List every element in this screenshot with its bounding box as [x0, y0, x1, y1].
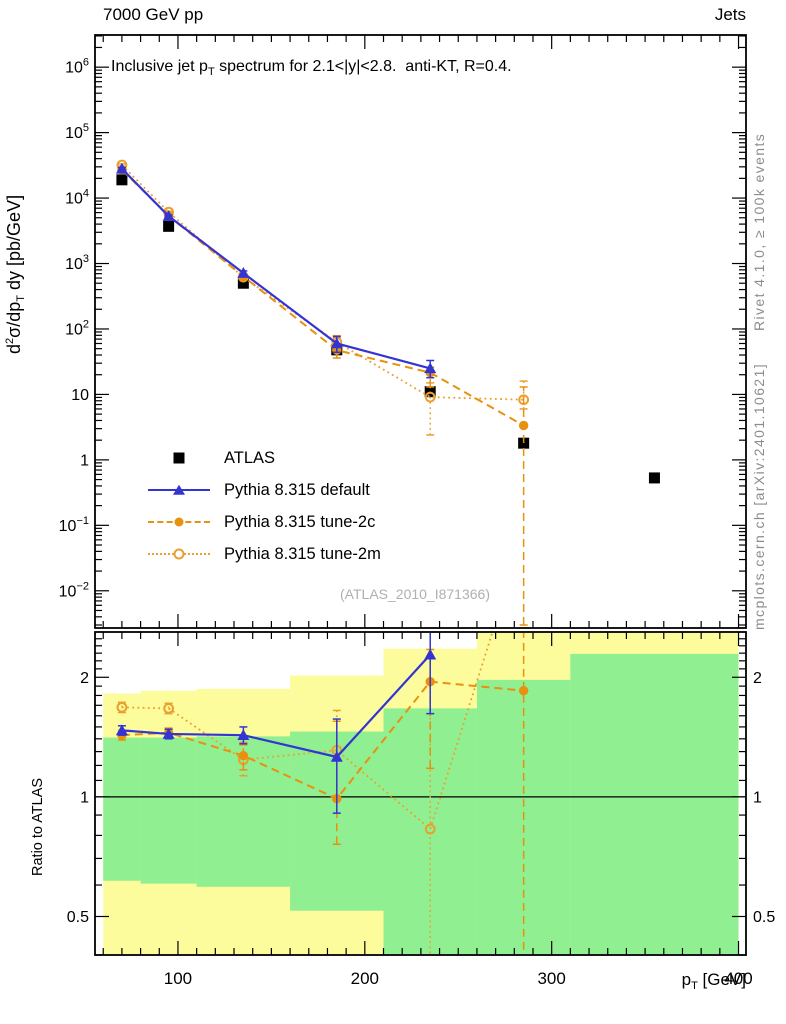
data-point-triangle [162, 727, 175, 739]
legend-label-atlas: ATLAS [224, 448, 276, 467]
plot-title-post: spectrum for 2.1<|y|<2.8. anti-KT, R=0.4… [214, 58, 512, 75]
data-point-square [237, 277, 249, 289]
xlabel-p: p [681, 970, 692, 989]
data-point-open-circle [424, 391, 436, 403]
xlabel-units: [GeV] [697, 970, 746, 989]
legend-label-pythia-tune2c: Pythia 8.315 tune-2c [224, 512, 376, 531]
data-point-circle [518, 420, 529, 431]
main-y-tick-label: 105 [65, 122, 89, 142]
data-point-square [163, 220, 175, 232]
mcplots-arxiv-note: mcplots.cern.ch [arXiv:2401.10621] [751, 362, 767, 630]
green-band-bin [103, 737, 141, 881]
green-band-bin [140, 737, 197, 884]
x-tick-label: 200 [351, 969, 379, 988]
ratio-y-tick-label-right: 0.5 [753, 909, 775, 926]
data-point-circle [238, 750, 249, 761]
series-line [121, 168, 431, 370]
legend: ATLAS Pythia 8.315 default Pythia 8.315 … [148, 442, 381, 570]
data-point-square [116, 174, 128, 186]
data-point-triangle [237, 267, 250, 278]
data-point-triangle [162, 210, 175, 221]
legend-item-atlas: ATLAS [148, 442, 381, 474]
green-band-bin [196, 736, 291, 887]
legend-label-pythia-default: Pythia 8.315 default [224, 480, 370, 499]
ratio-y-tick-label-right: 1 [753, 789, 762, 806]
legend-item-pythia-default: Pythia 8.315 default [148, 474, 381, 506]
ylabel-units: dy [pb/GeV] [4, 194, 24, 295]
data-point-open-circle [116, 701, 128, 713]
atlas-square-icon [148, 448, 210, 468]
ratio-y-tick-label-left: 1 [80, 789, 89, 806]
analysis-id-watermark: (ATLAS_2010_I871366) [340, 586, 490, 602]
ratio-y-axis-label: Ratio to ATLAS [30, 777, 46, 876]
data-point-triangle [330, 751, 343, 762]
main-y-tick-label: 1 [80, 452, 89, 469]
ratio-y-tick-label-left: 2 [80, 670, 89, 687]
main-y-tick-label: 106 [65, 57, 89, 77]
series-line [121, 680, 524, 800]
main-y-tick-label: 104 [65, 188, 89, 208]
data-point-triangle [330, 337, 343, 349]
x-tick-label: 100 [164, 969, 192, 988]
legend-item-pythia-tune2m: Pythia 8.315 tune-2m [148, 538, 381, 570]
data-point-triangle [115, 724, 128, 736]
ratio-y-tick-label-right: 2 [753, 670, 762, 687]
x-tick-label: 400 [724, 969, 752, 988]
main-y-axis-label: d2σ/dpT dy [pb/GeV] [4, 195, 27, 354]
series-line [121, 169, 525, 427]
main-y-tick-label: 10−1 [59, 515, 89, 535]
axis-ticks [95, 35, 746, 956]
data-point-open-circle [424, 823, 436, 835]
main-y-tick-label: 10−2 [59, 580, 89, 600]
orange-dotted-open-circle-icon [148, 544, 210, 564]
series-default-main [115, 162, 437, 379]
data-point-open-circle [163, 702, 175, 714]
series-line [121, 164, 524, 401]
data-point-circle [518, 686, 529, 696]
main-y-tick-label: 10 [71, 387, 89, 404]
plot-title: Inclusive jet pT spectrum for 2.1<|y|<2.… [111, 58, 512, 78]
header-beam-label: 7000 GeV pp [103, 5, 204, 24]
ylabel-exp: 2 [4, 337, 16, 344]
data-point-triangle [237, 729, 250, 740]
main-y-tick-label: 102 [65, 318, 89, 338]
series-atlas-main [116, 174, 660, 484]
xlabel-t-sub: T [691, 980, 698, 992]
data-point-triangle [424, 362, 437, 374]
ylabel-sigma: σ/dp [4, 301, 24, 338]
legend-item-pythia-tune2c: Pythia 8.315 tune-2c [148, 506, 381, 538]
plot-title-pre: Inclusive jet p [111, 58, 208, 75]
green-band-bin [570, 653, 739, 954]
data-point-triangle [424, 648, 437, 660]
rivet-version-note: Rivet 4.1.0, ≥ 100k events [751, 132, 767, 331]
plot-title-sub: T [207, 66, 215, 78]
blue-triangle-line-icon [148, 480, 210, 500]
main-y-tick-label: 103 [65, 253, 89, 273]
header-analysis-label: Jets [714, 5, 746, 24]
green-band-bin [383, 708, 477, 954]
ylabel-pt-sub: T [15, 294, 27, 302]
ylabel-d: d [4, 343, 24, 354]
data-point-square [518, 437, 530, 449]
ratio-uncertainty-bands [103, 633, 739, 954]
data-point-open-circle [518, 394, 530, 406]
data-point-triangle [115, 162, 128, 174]
x-tick-label: 300 [537, 969, 565, 988]
series-default-ratio [115, 633, 437, 814]
orange-dashed-circle-icon [148, 512, 210, 532]
ratio-y-tick-label-left: 0.5 [67, 909, 89, 926]
data-point-square [648, 472, 660, 484]
legend-label-pythia-tune2m: Pythia 8.315 tune-2m [224, 544, 381, 563]
x-axis-label: pT [GeV] [682, 970, 746, 992]
